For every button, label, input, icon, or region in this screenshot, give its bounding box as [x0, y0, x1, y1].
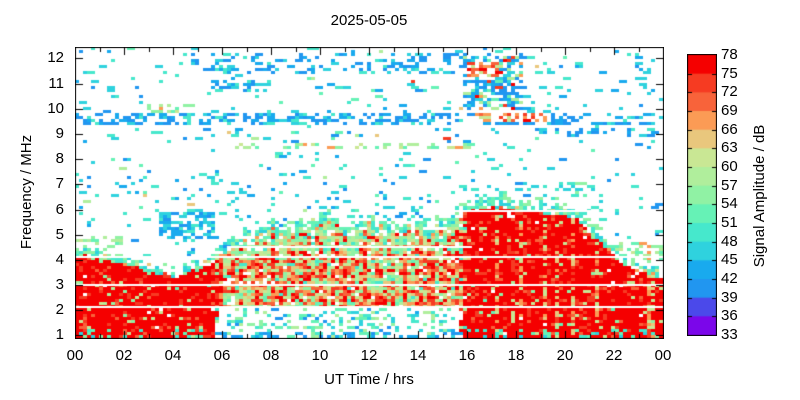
y-tick-label: 4 [55, 250, 64, 268]
x-tick-label: 14 [409, 347, 427, 364]
x-tick-label: 10 [311, 347, 329, 364]
colorbar-tick-label: 75 [721, 64, 738, 82]
x-tick-label: 00 [66, 347, 84, 364]
x-tick-label: 12 [360, 347, 378, 364]
x-tick-label: 04 [164, 347, 182, 364]
colorbar-tick-label: 54 [721, 195, 738, 213]
x-tick-label: 22 [605, 347, 623, 364]
x-tick-label: 06 [213, 347, 231, 364]
x-tick-label: 02 [115, 347, 133, 364]
y-tick-label: 2 [55, 301, 64, 319]
y-tick-label: 6 [55, 200, 64, 218]
y-tick-label: 8 [55, 150, 64, 168]
colorbar-tick-label: 60 [721, 158, 738, 175]
colorbar-tick-label: 48 [721, 232, 738, 250]
x-tick-label: 08 [262, 347, 280, 364]
colorbar-canvas [687, 54, 717, 336]
colorbar-tick-label: 51 [721, 214, 738, 231]
y-tick-label: 7 [55, 175, 64, 193]
colorbar-tick-label: 66 [721, 120, 738, 138]
y-tick-label: 12 [47, 49, 64, 67]
colorbar-tick-label: 57 [721, 176, 738, 194]
colorbar-tick-label: 45 [721, 251, 738, 269]
y-axis-label: Frequency / MHz [18, 134, 35, 250]
x-tick-label: 18 [507, 347, 525, 364]
y-tick-label: 3 [55, 276, 64, 294]
colorbar-tick-label: 69 [721, 102, 738, 119]
y-tick-label: 11 [48, 74, 64, 92]
colorbar-tick-label: 72 [721, 83, 738, 101]
colorbar-tick-label: 78 [721, 46, 738, 63]
y-tick-label: 1 [55, 326, 64, 344]
y-tick-label: 9 [55, 124, 64, 142]
colorbar-tick-label: 39 [721, 288, 738, 306]
x-tick-label: 20 [556, 347, 574, 364]
y-tick-label: 5 [55, 225, 64, 243]
spectrogram-canvas [75, 47, 664, 339]
colorbar-tick-label: 33 [721, 326, 738, 343]
colorbar-tick-label: 42 [721, 270, 738, 287]
y-tick-label: 10 [47, 99, 64, 117]
x-tick-label: 16 [458, 347, 476, 364]
chart-title: 2025-05-05 [330, 12, 408, 29]
x-tick-label: 00 [654, 347, 672, 364]
colorbar-tick-label: 63 [721, 139, 738, 157]
colorbar-tick-label: 36 [721, 307, 738, 325]
x-axis-label: UT Time / hrs [324, 371, 414, 388]
colorbar-axis-label: Signal Amplitude / dB [751, 124, 768, 268]
